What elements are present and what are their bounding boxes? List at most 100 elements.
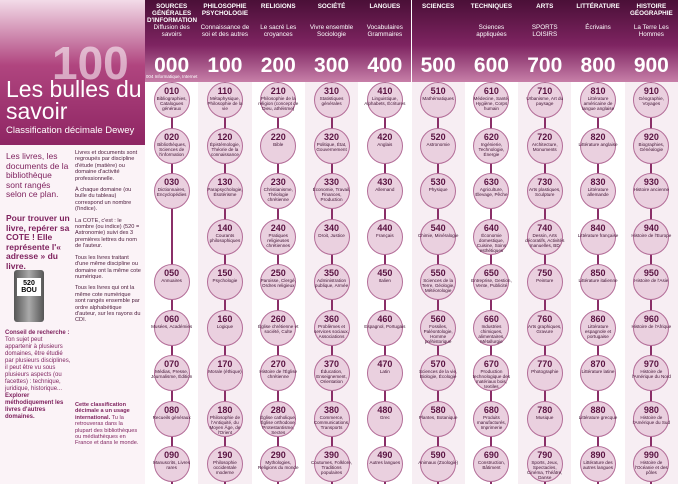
bubble-code: 240: [270, 222, 286, 233]
column-header: ARTS SPORTS LOISIRS 700: [518, 0, 572, 82]
bubble-code: 080: [164, 404, 180, 415]
bubble-code: 280: [270, 404, 286, 415]
column-header: HISTOIRE GÉOGRAPHIE La Terre Les Hommes 90…: [624, 0, 678, 82]
column-title: LANGUES: [369, 3, 401, 10]
bubble: 330 Économie, Travail, Finances, Producti…: [313, 173, 350, 209]
column-subtitle: Connaissance de soi et des autres: [200, 24, 250, 38]
bubble-code: 460: [377, 313, 393, 324]
column-header: PHILOSOPHIE PSYCHOLOGIE Connaissance de s…: [198, 0, 252, 82]
bubble-label: Allemand: [375, 187, 395, 192]
bubble: 050 Annuaires: [153, 264, 190, 300]
column-code: 800: [580, 54, 616, 77]
bubble-label: Philosophie de l'Antiquité, du Moyen Âge…: [209, 414, 241, 435]
column: ARTS SPORTS LOISIRS 700 710 Urbanisme, Art d…: [518, 0, 572, 484]
bubble-code: 450: [377, 268, 393, 278]
column-code: 500: [420, 54, 456, 77]
column-title: RELIGIONS: [260, 3, 296, 10]
bubble-code: 380: [324, 404, 340, 415]
bubble-code: 970: [643, 359, 659, 369]
bubble-code: 920: [643, 131, 659, 142]
column: LANGUES Vocabulaires Grammaires 400 410 Ling…: [358, 0, 412, 484]
column-header: SOURCES GÉNÉRALES D'INFORMATION Diffusion…: [145, 0, 199, 82]
bubble: 440 Français: [366, 218, 403, 255]
bubble: 430 Allemand: [366, 173, 403, 209]
bubble-label: Construction, Bâtiment: [477, 460, 505, 470]
bubble-label: Sports, Jeux, Spectacles, Cinéma, Théâtr…: [527, 460, 563, 480]
advice-action: Explorer méthodiquement les livres d'aut…: [5, 393, 64, 420]
bubble-code: 930: [643, 177, 659, 187]
bubble: 390 Coutumes, Folklore, Traditions popula…: [311, 446, 352, 482]
bubble: 640 Économie domestique, Cuisine, Soins e…: [473, 218, 510, 255]
column-header: TECHNIQUES Sciences appliquées 600: [464, 0, 519, 82]
bubble-code: 050: [164, 268, 180, 278]
column: TECHNIQUES Sciences appliquées 600 610 Médec…: [464, 0, 519, 484]
bubble: 190 Philosophie occidentale moderne: [206, 446, 243, 482]
bubble-code: 230: [270, 177, 286, 187]
bubble: 660 Industries chimiques, alimentaires, M…: [473, 309, 510, 346]
bubble-code: 730: [537, 177, 553, 187]
bubble: 810 Littérature américaine de langue angl…: [580, 82, 617, 118]
bubble-code: 780: [537, 404, 553, 415]
bubble-code: 670: [483, 359, 499, 369]
bubble: 850 Littérature italienne: [578, 264, 618, 300]
bubble-code: 350: [324, 268, 340, 278]
bubble-label: Philosophie de la religion (concept de D…: [258, 96, 299, 111]
bubble-code: 360: [324, 313, 340, 324]
bubble-label: Statistiques générales: [319, 96, 344, 106]
column: SOURCES GÉNÉRALES D'INFORMATION Diffusion…: [145, 0, 199, 484]
note: Livres et documents sont regroupés par d…: [75, 150, 138, 182]
bubble: 340 Droit, Justice: [313, 218, 350, 255]
bubble: 580 Plantes, Botanique: [419, 400, 457, 437]
bubble: 140 Courants philosophiques: [206, 218, 243, 255]
bubble: 110 Métaphysique, Philosophie de la vie: [206, 82, 243, 118]
title-panel: [0, 0, 145, 145]
bubble-code: 170: [217, 359, 233, 369]
bubble-code: 510: [430, 86, 446, 96]
column-header: RELIGIONS Le sacré Les croyances 200: [251, 0, 305, 82]
column-code: 100: [207, 54, 243, 77]
bubble: 540 Chimie, Minéralogie: [418, 218, 458, 255]
bubble: 210 Philosophie de la religion (concept d…: [258, 82, 299, 118]
bubble: 790 Sports, Jeux, Spectacles, Cinéma, Thé…: [526, 446, 563, 482]
bubble-label: Produits manufacturés, Imprimerie: [476, 414, 506, 430]
bubble-code: 060: [164, 313, 180, 324]
bubble-label: Production technologique des matériaux b…: [472, 369, 511, 389]
bubble-label: Médecine, Santé, Hygiène, Corps humain: [473, 96, 510, 111]
bubble: 170 Morale (éthique): [206, 355, 243, 391]
bubble-label: Arts graphiques, Gravure: [528, 323, 562, 334]
bubble-code: 770: [537, 359, 553, 369]
bubble-label: Peinture: [536, 278, 554, 283]
bubble-label: Métaphysique, Philosophie de la vie: [207, 96, 243, 111]
bubble-label: Histoire de l'Église chrétienne: [259, 369, 298, 379]
title: Les bulles du savoir: [6, 76, 142, 124]
bubble: 610 Médecine, Santé, Hygiène, Corps humai…: [473, 82, 510, 118]
bubble: 490 Autres langues: [366, 446, 403, 482]
bubble: 620 Ingénierie, Technologie, Énergie: [473, 127, 510, 164]
bubble-code: 590: [430, 450, 446, 460]
bubble: 780 Musique: [526, 400, 563, 437]
bubble: 830 Littérature allemande: [580, 173, 617, 209]
column: PHILOSOPHIE PSYCHOLOGIE Connaissance de s…: [198, 0, 252, 484]
bubble-label: Linguistique, Alphabets, Écritures: [364, 96, 406, 106]
bubble-code: 110: [217, 86, 233, 96]
bubble: 920 Biographies, Généalogie: [633, 127, 670, 164]
bubble: 710 Urbanisme, Art du paysage: [526, 82, 563, 118]
bubble-label: Fossiles, Paléontologie, Homme préhistor…: [423, 323, 453, 344]
bubble-label: Christianisme, Théologie chrétienne: [263, 187, 293, 202]
bubble: 930 Histoire ancienne: [633, 173, 670, 209]
bubble: 380 Commerce, Communications, Transports: [313, 400, 350, 437]
bubble-code: 520: [430, 131, 446, 142]
bubble-code: 740: [537, 222, 553, 233]
bubble: 080 Recueils généraux: [152, 400, 191, 437]
bubble-label: Bibliothèques, Sciences de l'information: [157, 141, 187, 157]
bubble-label: Latin: [379, 369, 390, 374]
advice: Conseil de recherche : Ton sujet peut ap…: [5, 330, 71, 421]
bubble: 820 Littérature anglaise: [578, 127, 618, 164]
bubble-label: Recueils généraux: [152, 414, 191, 420]
lead: Les livres, les documents de la biblioth…: [6, 151, 69, 199]
book-label: 520 BOU: [17, 278, 41, 296]
bubble: 410 Linguistique, Alphabets, Écritures: [364, 82, 406, 118]
bubble-label: Bible: [273, 141, 284, 147]
bubble-code: 960: [643, 313, 659, 324]
